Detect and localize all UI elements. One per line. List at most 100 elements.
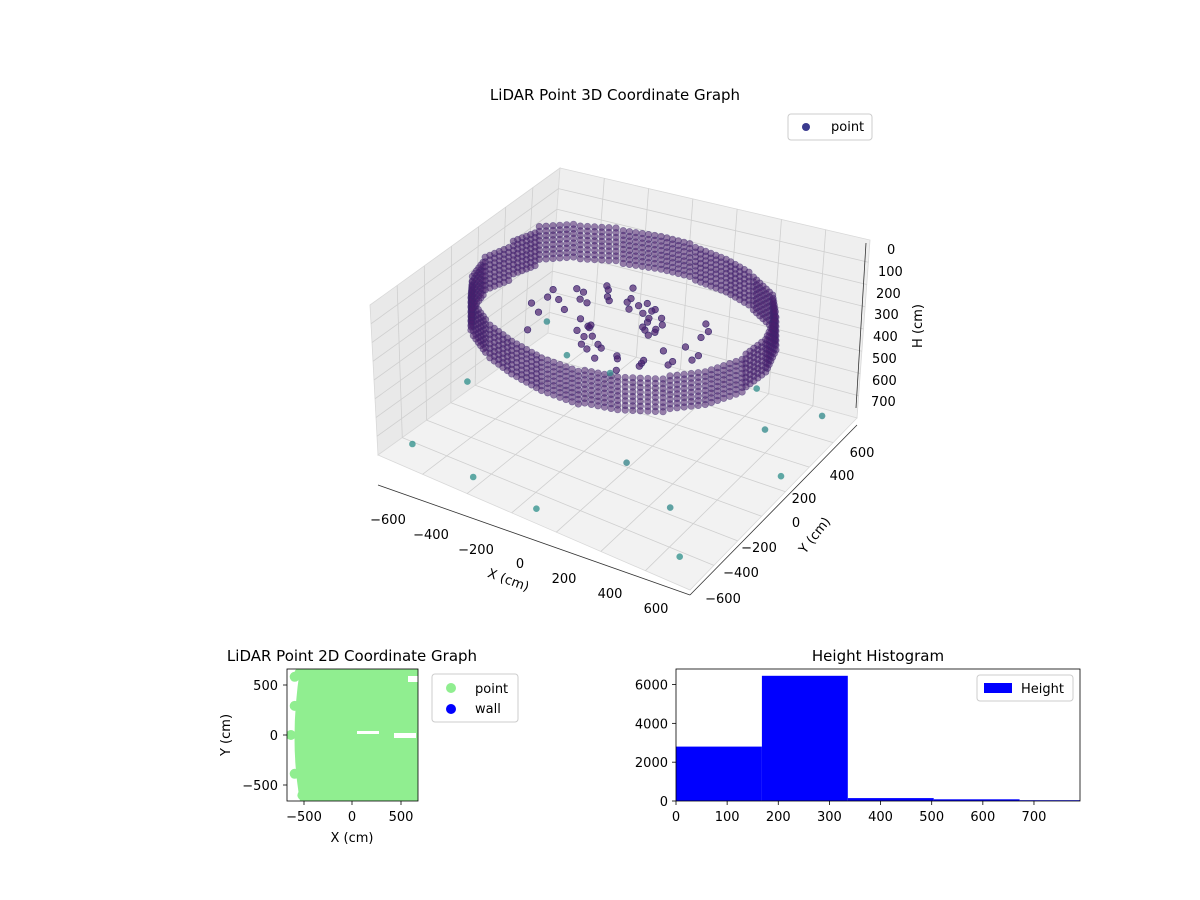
data-point [629,284,637,292]
chart-histogram: Height Histogram 0 100 200 300 400 500 600 7000… [635,647,1081,825]
grid-line [553,250,864,330]
data-point [505,276,513,285]
legend-frame [787,113,873,141]
data-point [289,700,300,711]
data-point [594,402,602,410]
data-point [577,340,586,348]
x-tick-label: 500 [389,810,414,825]
data-point [664,361,672,369]
grid-line [558,188,869,263]
data-point [612,366,620,374]
data-point [289,768,300,779]
y-ticks-3d: −600 −400 −200 0 200 400 600 [705,446,874,607]
data-point [651,328,659,336]
data-point [562,395,570,404]
x-tick-label: 0 [672,810,680,825]
data-point [651,264,659,272]
data-point [623,298,631,306]
data-point [542,255,550,263]
data-point [607,404,615,413]
data-point [638,262,646,270]
data-point [605,256,613,265]
data-point [576,255,584,263]
data-point [560,305,569,314]
data-point [704,328,713,336]
y-tick-label: 4000 [635,717,668,732]
data-point [583,255,592,263]
histogram-bar [1019,800,1080,801]
x-tick-label: 400 [598,587,623,602]
data-point [639,323,647,331]
data-point [549,254,557,262]
data-point [533,505,540,512]
y-tick-label: 0 [660,795,668,810]
data-point [568,398,576,406]
data-point [299,675,310,686]
data-point [307,669,317,678]
data-point [563,351,571,359]
point-markers-2d [287,669,418,801]
grid-line [402,437,715,566]
data-point [287,730,296,740]
white-gap [357,731,379,734]
data-point [576,315,585,323]
y-tick-label: −500 [242,779,278,794]
x-ticks-3d: −600 −400 −200 0 200 400 600 [370,513,668,617]
data-point [534,308,543,316]
x-tick-label: 0 [348,810,356,825]
data-point [687,402,695,410]
histogram-bar [761,675,848,801]
legend-marker-point [446,683,456,693]
data-point [580,333,588,341]
data-point [464,378,471,385]
x-tick-label: 400 [868,810,893,825]
data-point [643,299,651,308]
x-tick-label: 600 [644,602,669,617]
data-point [569,253,578,261]
grid-line [450,402,762,517]
data-point [613,355,622,363]
y-tick-label: −400 [723,566,759,581]
x-tick-label: 100 [715,810,740,825]
data-point [405,788,416,799]
data-point [697,333,705,342]
grid-line [374,270,553,400]
data-point [777,472,785,480]
grid-line [370,188,559,325]
chart-2d-title: LiDAR Point 2D Coordinate Graph [227,647,477,665]
ticks-2d [283,684,402,805]
data-point [625,260,634,269]
data-point [657,265,665,273]
data-point [409,440,416,448]
data-point [598,256,606,264]
data-point [713,396,722,405]
legend-label-height: Height [1021,682,1064,697]
y-tick-label: 0 [270,729,278,744]
x-tick-label: −600 [370,513,406,528]
grid-line [371,208,558,343]
z-tick-label: 400 [873,330,898,345]
data-point [818,412,826,420]
y-tick-label: 600 [850,446,875,461]
grid-line [475,384,786,493]
data-point [523,326,532,334]
data-point [604,286,612,294]
data-point [636,407,644,415]
data-point [635,362,643,370]
data-point [555,295,563,304]
data-point [531,262,539,270]
data-point [605,297,613,305]
data-point [726,392,734,400]
data-point [550,391,558,399]
data-point [347,792,358,801]
y-tick-label: −200 [741,541,777,556]
z-tick-label: 100 [878,265,903,280]
data-point [612,257,620,265]
data-point [486,354,494,362]
z-tick-label: 0 [887,243,895,258]
y-tick-label: 2000 [635,756,668,771]
y-tick-label: −600 [705,592,741,607]
data-point [701,400,709,409]
histogram-ticks: 0 100 200 300 400 500 600 700 0 2000 4000 6000 [635,679,1046,825]
data-point [707,398,716,407]
